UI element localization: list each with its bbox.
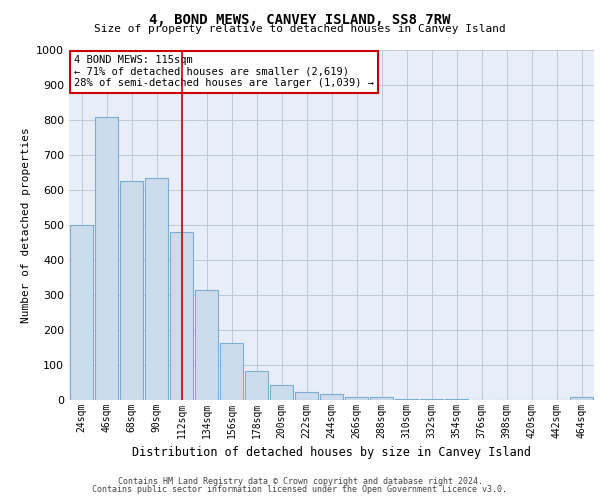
Bar [295,392,318,400]
Bar [120,181,143,400]
Bar [195,290,218,400]
Y-axis label: Number of detached properties: Number of detached properties [20,127,31,323]
Text: 4 BOND MEWS: 115sqm
← 71% of detached houses are smaller (2,619)
28% of semi-det: 4 BOND MEWS: 115sqm ← 71% of detached ho… [74,56,374,88]
Text: Size of property relative to detached houses in Canvey Island: Size of property relative to detached ho… [94,24,506,34]
Bar [145,178,168,400]
Bar [370,397,393,400]
Text: Contains public sector information licensed under the Open Government Licence v3: Contains public sector information licen… [92,485,508,494]
Text: Contains HM Land Registry data © Crown copyright and database right 2024.: Contains HM Land Registry data © Crown c… [118,477,482,486]
Bar [95,116,118,400]
Bar [420,399,443,400]
Bar [320,394,343,400]
X-axis label: Distribution of detached houses by size in Canvey Island: Distribution of detached houses by size … [132,446,531,460]
Bar [345,396,368,400]
Bar [220,344,243,400]
Bar [245,372,268,400]
Bar [270,384,293,400]
Bar [170,232,193,400]
Bar [70,225,93,400]
Bar [570,397,593,400]
Bar [395,398,418,400]
Text: 4, BOND MEWS, CANVEY ISLAND, SS8 7RW: 4, BOND MEWS, CANVEY ISLAND, SS8 7RW [149,12,451,26]
